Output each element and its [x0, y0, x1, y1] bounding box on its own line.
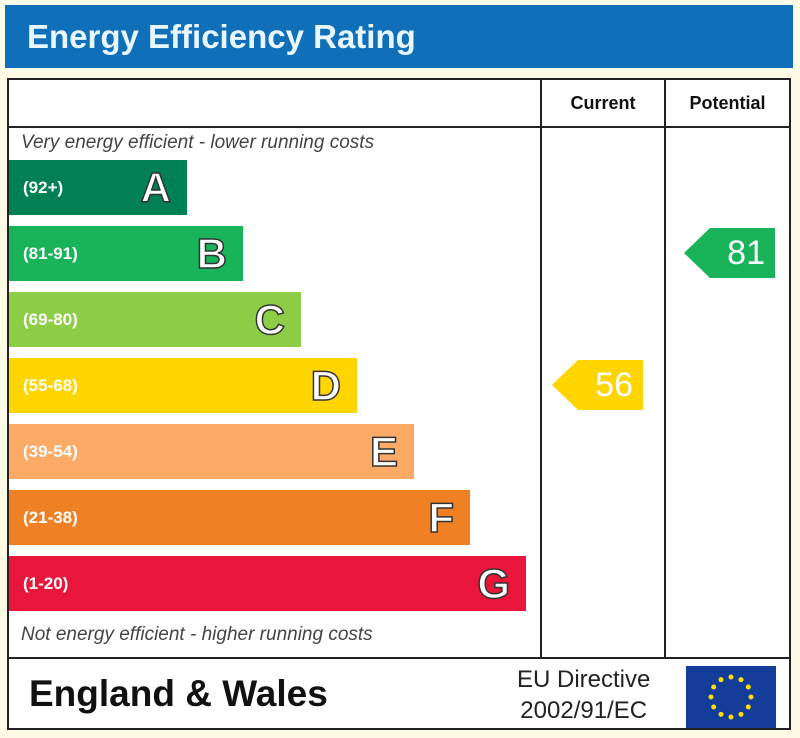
eu-flag-icon	[686, 666, 776, 728]
bottom-note: Not energy efficient - higher running co…	[21, 624, 373, 645]
chart-title: Energy Efficiency Rating	[5, 5, 793, 68]
band-bar-b: (81-91) B	[9, 226, 243, 281]
flag-star	[718, 677, 724, 683]
flag-star	[738, 711, 744, 717]
band-range: (69-80)	[23, 310, 78, 329]
flag-star	[711, 704, 717, 710]
current-rating-arrow: 56	[552, 360, 643, 410]
eu-directive: EU Directive 2002/91/EC	[517, 664, 650, 726]
band-bar-g: (1-20) G	[9, 556, 526, 611]
flag-star	[738, 677, 744, 683]
band-letter: B	[196, 229, 228, 278]
band-range: (1-20)	[23, 574, 69, 593]
divider	[9, 657, 789, 659]
divider	[664, 80, 666, 659]
column-header-potential: Potential	[689, 93, 766, 113]
band-letter: G	[477, 559, 511, 608]
divider	[9, 126, 789, 128]
flag-star	[718, 711, 724, 717]
flag-star	[728, 674, 734, 680]
band-letter: F	[428, 493, 455, 542]
band-range: (92+)	[23, 178, 64, 197]
band-letter: D	[310, 361, 342, 410]
band-bar-c: (69-80) C	[9, 292, 301, 347]
band-letter: A	[140, 163, 172, 212]
band-range: (39-54)	[23, 442, 78, 461]
top-note: Very energy efficient - lower running co…	[21, 132, 375, 153]
rating-table: Current Potential Very energy efficient …	[7, 78, 791, 730]
flag-star	[708, 694, 714, 700]
band-letter: E	[369, 427, 399, 476]
band-range: (21-38)	[23, 508, 78, 527]
flag-star	[711, 684, 717, 690]
potential-rating-arrow: 81	[684, 228, 775, 278]
flag-star	[748, 694, 754, 700]
band-bar-e: (39-54) E	[9, 424, 414, 479]
flag-star	[745, 684, 751, 690]
column-header-current: Current	[570, 93, 636, 113]
band-range: (55-68)	[23, 376, 78, 395]
flag-star	[745, 704, 751, 710]
divider	[540, 80, 542, 659]
band-bar-d: (55-68) D	[9, 358, 357, 413]
region-label: England & Wales	[29, 673, 328, 714]
band-letter: C	[254, 295, 286, 344]
band-bar-f: (21-38) F	[9, 490, 470, 545]
flag-star	[728, 714, 734, 720]
band-bar-a: (92+) A	[9, 160, 187, 215]
directive-line1: EU Directive	[517, 666, 651, 693]
band-range: (81-91)	[23, 244, 78, 263]
directive-line2: 2002/91/EC	[520, 697, 648, 724]
